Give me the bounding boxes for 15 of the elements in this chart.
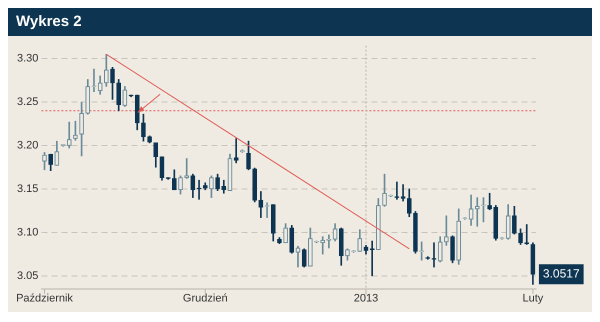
y-tick-label: 3.15 — [16, 182, 38, 195]
x-tick-label: 2013 — [354, 292, 378, 304]
y-tick-label: 3.30 — [16, 52, 38, 65]
candlestick — [196, 180, 202, 200]
y-tick-label: 3.25 — [16, 96, 38, 108]
x-tick-label: Luty — [522, 292, 544, 304]
annotation: 3.0517 — [542, 266, 580, 281]
candlestick — [264, 202, 270, 218]
y-tick-label: 3.05 — [16, 270, 38, 282]
y-tick-label: 3.20 — [16, 140, 38, 152]
y-tick-label: 3.10 — [16, 226, 38, 238]
x-tick-label: Grudzień — [182, 292, 228, 304]
x-tick-label: Październik — [16, 292, 74, 304]
chart-title: Wykres 2 — [8, 8, 592, 36]
candlestick — [296, 246, 300, 268]
